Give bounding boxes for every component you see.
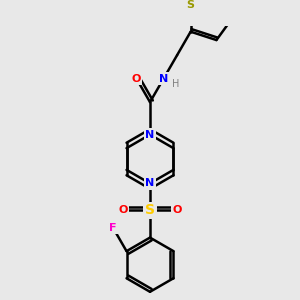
Text: S: S [187, 0, 195, 10]
Text: O: O [132, 74, 141, 84]
Text: N: N [159, 74, 168, 84]
Text: F: F [109, 223, 117, 233]
Text: H: H [172, 79, 179, 89]
Text: S: S [145, 203, 155, 218]
Text: N: N [146, 178, 154, 188]
Text: N: N [146, 130, 154, 140]
Text: O: O [172, 206, 182, 215]
Text: O: O [118, 206, 128, 215]
